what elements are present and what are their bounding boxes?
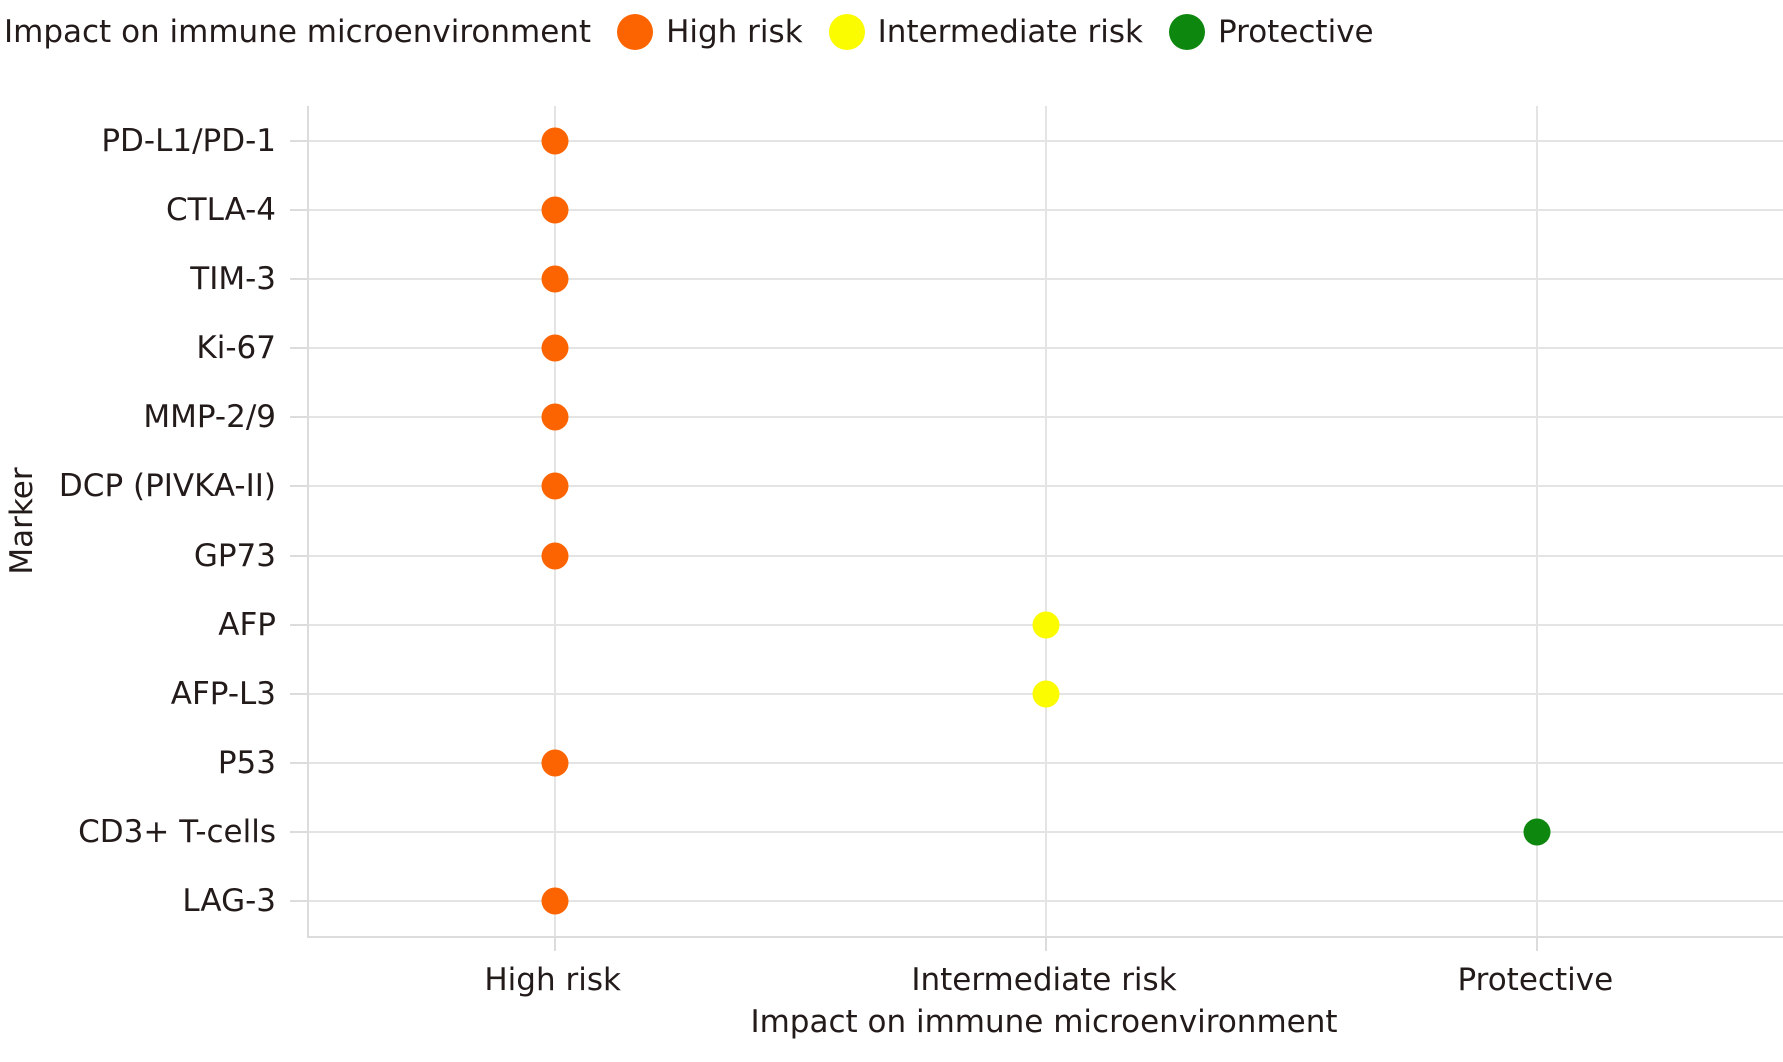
x-tick-label: Intermediate risk [911, 962, 1177, 998]
data-point-afp-l3 [1032, 680, 1060, 708]
y-tick-label: Ki-67 [196, 330, 276, 367]
y-axis-tick [290, 347, 307, 350]
y-tick-label: PD-L1/PD-1 [101, 122, 276, 159]
y-tick-label: LAG-3 [182, 883, 276, 920]
data-point-cd3-t-cells [1523, 818, 1551, 846]
y-axis-tick [290, 623, 307, 626]
gridline-horizontal [309, 900, 1783, 903]
gridline-horizontal [309, 762, 1783, 765]
y-tick-label: P53 [217, 745, 276, 782]
gridline-vertical [553, 106, 556, 936]
y-tick-label: MMP-2/9 [143, 399, 276, 436]
x-axis-tick-labels: High risk Intermediate risk Protective [307, 962, 1781, 1004]
data-point-ctla-4 [541, 196, 569, 224]
gridline-horizontal [309, 485, 1783, 488]
legend-item-protective: Protective [1168, 14, 1374, 50]
gridline-horizontal [309, 554, 1783, 557]
data-point-gp73 [541, 542, 569, 570]
gridline-horizontal [309, 208, 1783, 211]
plot-area [290, 106, 1783, 951]
legend-item-label: High risk [666, 14, 803, 50]
data-point-p53 [541, 749, 569, 777]
y-axis-tick [290, 762, 307, 765]
data-point-lag-3 [541, 887, 569, 915]
x-axis-tick [1536, 938, 1539, 951]
data-point-afp [1032, 611, 1060, 639]
y-axis-tick [290, 831, 307, 834]
x-axis-tick [553, 938, 556, 951]
legend-item-intermediate-risk: Intermediate risk [828, 14, 1143, 50]
legend-dot-icon [617, 14, 654, 50]
y-tick-label: GP73 [193, 537, 276, 574]
x-tick-label: Protective [1457, 962, 1614, 998]
y-axis-tick [290, 485, 307, 488]
data-point-ki-67 [541, 334, 569, 362]
gridline-horizontal [309, 416, 1783, 419]
gridline-horizontal [309, 139, 1783, 142]
data-point-pd-l1-pd-1 [541, 127, 569, 155]
legend: Impact on immune microenvironment High r… [4, 8, 1374, 56]
data-point-tim-3 [541, 265, 569, 293]
gridline-vertical [1536, 106, 1539, 936]
y-axis-tick [290, 554, 307, 557]
gridline-horizontal [309, 831, 1783, 834]
data-point-dcp-pivka-ii- [541, 472, 569, 500]
legend-dot-icon [828, 14, 865, 50]
y-tick-label: CTLA-4 [166, 191, 276, 228]
x-tick-label: High risk [484, 962, 621, 998]
y-axis-tick [290, 692, 307, 695]
y-axis-tick [290, 416, 307, 419]
y-tick-label: AFP [218, 606, 276, 643]
legend-item-label: Intermediate risk [877, 14, 1143, 50]
gridline-horizontal [309, 277, 1783, 280]
legend-item-high-risk: High risk [617, 14, 803, 50]
gridline-vertical [1045, 106, 1047, 936]
x-axis-title: Impact on immune microenvironment [750, 1004, 1338, 1040]
y-axis-tick [290, 208, 307, 211]
gridline-horizontal [309, 347, 1783, 350]
y-axis-tick [290, 139, 307, 142]
y-tick-label: TIM-3 [190, 260, 276, 297]
y-tick-label: AFP-L3 [170, 675, 276, 712]
y-tick-label: CD3+ T-cells [78, 814, 276, 851]
y-axis-tick-labels: PD-L1/PD-1 CTLA-4 TIM-3 Ki-67 MMP-2/9 DCP (PI… [0, 106, 276, 936]
legend-dot-icon [1168, 14, 1205, 50]
x-axis-tick [1045, 938, 1047, 951]
y-tick-label: DCP (PIVKA-II) [58, 468, 276, 505]
data-point-mmp-2-9 [541, 403, 569, 431]
legend-item-label: Protective [1217, 14, 1374, 50]
legend-title: Impact on immune microenvironment [4, 14, 592, 50]
y-axis-tick [290, 900, 307, 903]
y-axis-tick [290, 277, 307, 280]
